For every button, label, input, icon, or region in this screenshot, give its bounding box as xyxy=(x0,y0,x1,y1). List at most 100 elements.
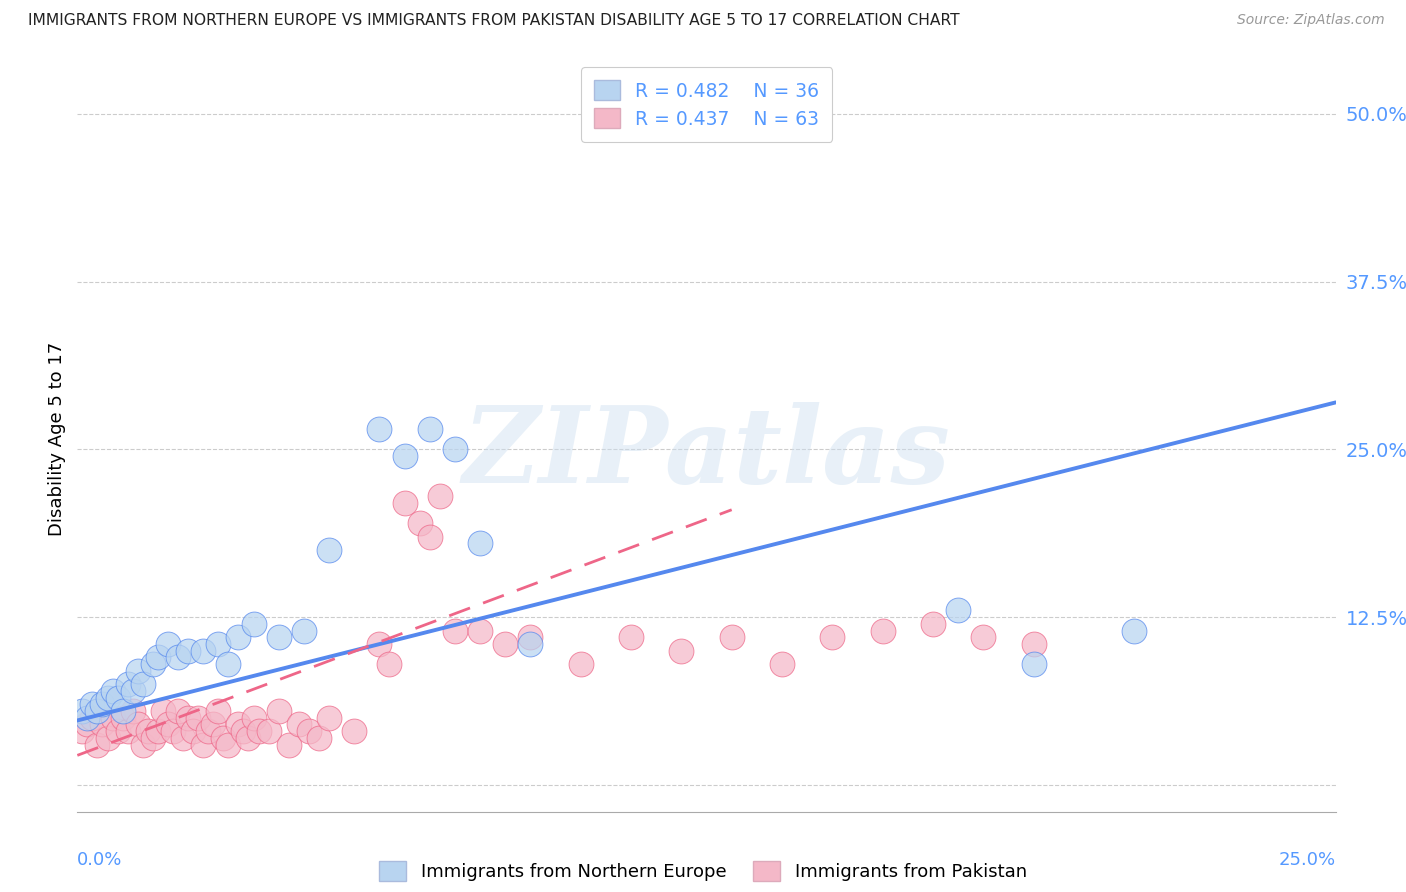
Point xyxy=(419,530,441,544)
Point xyxy=(127,664,149,678)
Point xyxy=(172,731,194,745)
Point xyxy=(242,711,264,725)
Point xyxy=(318,543,340,558)
Point xyxy=(292,624,315,638)
Point xyxy=(468,536,491,550)
Text: Source: ZipAtlas.com: Source: ZipAtlas.com xyxy=(1237,13,1385,28)
Point xyxy=(872,624,894,638)
Point xyxy=(181,724,204,739)
Point xyxy=(1123,624,1146,638)
Point xyxy=(72,704,94,718)
Point xyxy=(146,650,169,665)
Point xyxy=(494,637,516,651)
Point xyxy=(212,731,235,745)
Point xyxy=(394,496,416,510)
Point xyxy=(82,698,104,712)
Point xyxy=(127,717,149,731)
Point xyxy=(132,677,155,691)
Point xyxy=(117,677,139,691)
Point xyxy=(948,603,970,617)
Point xyxy=(111,704,134,718)
Point xyxy=(519,637,541,651)
Legend: Immigrants from Northern Europe, Immigrants from Pakistan: Immigrants from Northern Europe, Immigra… xyxy=(380,862,1026,881)
Point xyxy=(394,449,416,463)
Point xyxy=(202,717,225,731)
Point xyxy=(720,630,742,644)
Point xyxy=(177,711,200,725)
Point xyxy=(247,724,270,739)
Point xyxy=(620,630,643,644)
Point xyxy=(117,724,139,739)
Point xyxy=(408,516,430,531)
Point xyxy=(444,624,467,638)
Point xyxy=(136,724,159,739)
Point xyxy=(142,731,165,745)
Text: 0.0%: 0.0% xyxy=(77,851,122,869)
Point xyxy=(152,704,174,718)
Point xyxy=(107,690,129,705)
Point xyxy=(207,704,229,718)
Point xyxy=(162,724,184,739)
Point xyxy=(107,724,129,739)
Point xyxy=(91,717,114,731)
Point xyxy=(121,704,143,718)
Point xyxy=(167,704,190,718)
Point xyxy=(242,616,264,631)
Point xyxy=(821,630,844,644)
Text: 25.0%: 25.0% xyxy=(1278,851,1336,869)
Point xyxy=(207,637,229,651)
Text: IMMIGRANTS FROM NORTHERN EUROPE VS IMMIGRANTS FROM PAKISTAN DISABILITY AGE 5 TO : IMMIGRANTS FROM NORTHERN EUROPE VS IMMIG… xyxy=(28,13,960,29)
Point xyxy=(1022,657,1045,672)
Point xyxy=(96,690,118,705)
Point xyxy=(671,120,693,135)
Point xyxy=(191,738,215,752)
Point xyxy=(267,630,290,644)
Point xyxy=(972,630,994,644)
Point xyxy=(177,643,200,657)
Point xyxy=(86,704,108,718)
Point xyxy=(288,717,311,731)
Point xyxy=(156,717,179,731)
Point xyxy=(132,738,155,752)
Point xyxy=(96,731,118,745)
Point xyxy=(91,698,114,712)
Point xyxy=(770,657,793,672)
Text: ZIPatlas: ZIPatlas xyxy=(463,402,950,506)
Point xyxy=(101,684,124,698)
Point xyxy=(378,657,401,672)
Point xyxy=(308,731,330,745)
Point xyxy=(197,724,219,739)
Point xyxy=(419,422,441,436)
Point xyxy=(187,711,209,725)
Point xyxy=(671,643,693,657)
Point xyxy=(146,724,169,739)
Point xyxy=(167,650,190,665)
Point xyxy=(76,717,98,731)
Point xyxy=(468,624,491,638)
Point xyxy=(72,724,94,739)
Point xyxy=(228,717,250,731)
Y-axis label: Disability Age 5 to 17: Disability Age 5 to 17 xyxy=(48,343,66,536)
Legend: R = 0.482    N = 36, R = 0.437    N = 63: R = 0.482 N = 36, R = 0.437 N = 63 xyxy=(581,67,832,142)
Point xyxy=(121,684,143,698)
Point xyxy=(298,724,321,739)
Point xyxy=(318,711,340,725)
Point xyxy=(111,711,134,725)
Point xyxy=(1022,637,1045,651)
Point xyxy=(142,657,165,672)
Point xyxy=(217,657,239,672)
Point xyxy=(444,442,467,457)
Point xyxy=(76,711,98,725)
Point xyxy=(156,637,179,651)
Point xyxy=(86,738,108,752)
Point xyxy=(569,657,592,672)
Point xyxy=(429,489,451,503)
Point xyxy=(267,704,290,718)
Point xyxy=(191,643,215,657)
Point xyxy=(101,711,124,725)
Point xyxy=(343,724,366,739)
Point xyxy=(922,616,945,631)
Point xyxy=(368,422,391,436)
Point xyxy=(217,738,239,752)
Point xyxy=(238,731,260,745)
